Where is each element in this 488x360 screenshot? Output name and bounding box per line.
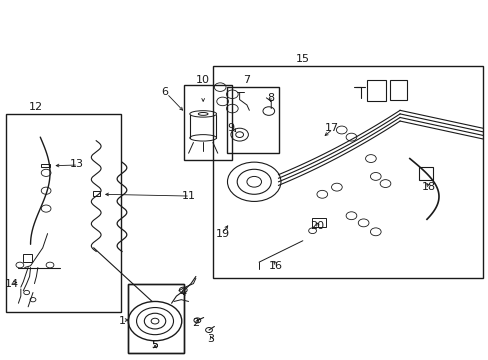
Text: 17: 17 <box>325 123 338 133</box>
Text: 8: 8 <box>267 93 274 103</box>
Bar <box>311 218 325 227</box>
Bar <box>127 284 183 353</box>
Bar <box>366 80 386 102</box>
Text: 18: 18 <box>421 182 435 192</box>
Text: 14: 14 <box>5 279 19 289</box>
Text: 16: 16 <box>268 261 283 271</box>
Bar <box>127 284 183 353</box>
Text: 12: 12 <box>28 102 42 112</box>
Bar <box>389 80 407 100</box>
Text: 9: 9 <box>227 123 234 133</box>
Text: 10: 10 <box>196 75 210 85</box>
Text: 3: 3 <box>206 334 214 344</box>
Text: 4: 4 <box>179 288 186 297</box>
Text: 19: 19 <box>215 229 229 239</box>
Text: 2: 2 <box>192 318 199 328</box>
Text: 1: 1 <box>118 316 125 326</box>
Text: 15: 15 <box>295 54 309 64</box>
Text: 11: 11 <box>181 191 195 201</box>
Bar <box>6 114 120 312</box>
Bar <box>41 164 50 167</box>
Bar <box>212 66 482 278</box>
Bar <box>183 85 232 160</box>
Text: 6: 6 <box>161 87 167 98</box>
Text: 20: 20 <box>310 221 324 231</box>
Bar <box>227 87 278 153</box>
Bar <box>93 192 100 196</box>
Text: 7: 7 <box>243 75 250 85</box>
Bar <box>418 167 432 180</box>
Text: 5: 5 <box>151 340 158 350</box>
Bar <box>23 254 32 262</box>
Text: 5: 5 <box>151 340 158 350</box>
Text: 13: 13 <box>70 159 83 169</box>
